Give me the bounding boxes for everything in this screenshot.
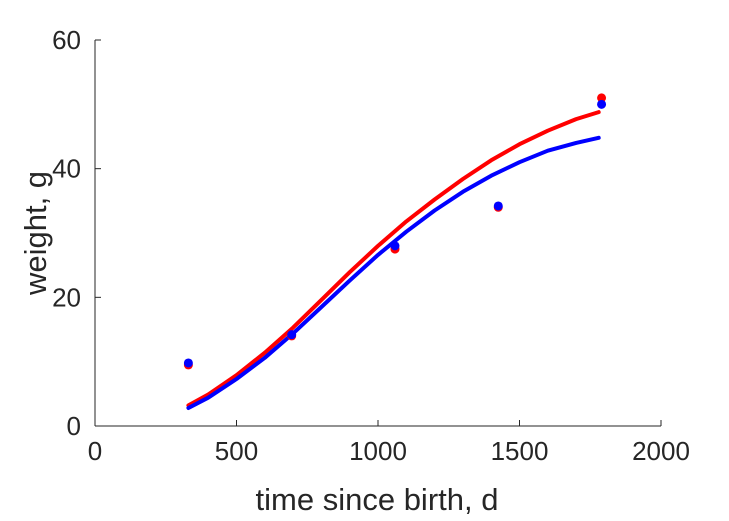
plot-points-layer [183, 93, 607, 370]
y-tick-label: 60 [52, 25, 81, 55]
data-point [390, 241, 400, 251]
axes-layer [94, 40, 661, 427]
x-tick-label: 1000 [349, 436, 407, 466]
fit-curve-2 [186, 110, 601, 408]
x-tick-label: 1500 [491, 436, 549, 466]
x-tick-label: 500 [215, 436, 258, 466]
data-point [597, 93, 607, 103]
fit-curve-3 [186, 135, 601, 410]
x-axis-title: time since birth, d [256, 482, 499, 517]
plot-lines-layer [186, 110, 601, 410]
data-point [287, 330, 297, 340]
y-axis-title: weight, g [18, 171, 53, 296]
data-point [183, 358, 193, 368]
x-tick-label: 0 [88, 436, 102, 466]
data-point [597, 99, 607, 109]
data-point [493, 201, 503, 211]
y-tick-label: 40 [52, 154, 81, 184]
y-tick-label: 20 [52, 282, 81, 312]
y-tick-label: 0 [67, 411, 81, 441]
x-tick-label: 2000 [632, 436, 690, 466]
ticks-layer: 0 500 1000 1500 2000 0 20 40 60 [52, 25, 690, 466]
